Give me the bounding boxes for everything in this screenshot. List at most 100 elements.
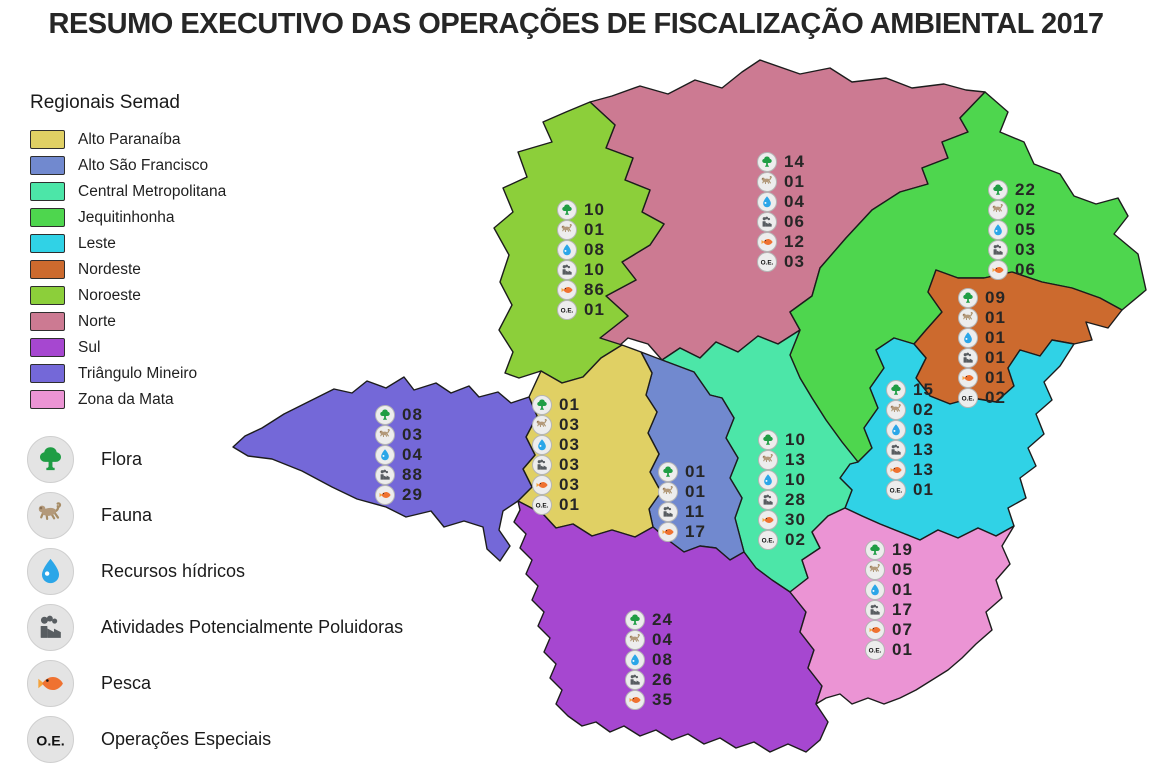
category-icon <box>889 463 903 477</box>
stat-row: 06 <box>757 211 805 232</box>
category-icon <box>868 623 882 637</box>
stat-row: 03 <box>375 424 423 445</box>
legend-item: Central Metropolitana <box>30 182 226 201</box>
stat-row: 01 <box>557 219 605 240</box>
category-icon <box>560 243 574 257</box>
page-title: RESUMO EXECUTIVO DAS OPERAÇÕES DE FISCAL… <box>48 8 1105 40</box>
stat-circle <box>758 469 778 490</box>
stat-value: 02 <box>785 529 806 549</box>
stat-row: 13 <box>886 459 934 480</box>
stat-value: 01 <box>685 481 706 501</box>
stat-row: 09 <box>958 287 1006 308</box>
stat-circle <box>625 629 645 650</box>
category-icon <box>35 668 66 699</box>
category-icon <box>661 505 675 519</box>
legend-item: Alto Paranaíba <box>30 130 226 149</box>
stat-circle <box>625 609 645 630</box>
region-color-swatch <box>30 156 65 175</box>
category-icon <box>535 398 549 412</box>
stat-row: 22 <box>988 179 1036 200</box>
stat-row: 02 <box>758 529 806 550</box>
legend-circle <box>27 716 74 763</box>
category-icon <box>560 263 574 277</box>
stat-value: 01 <box>985 367 1006 387</box>
region-stats-list: 01 03 03 <box>532 394 580 515</box>
stat-circle <box>557 219 577 240</box>
stat-circle <box>557 259 577 280</box>
stat-row: 08 <box>375 404 423 425</box>
stat-circle <box>532 494 552 515</box>
stat-row: 06 <box>988 259 1036 280</box>
category-icon <box>35 724 66 755</box>
stat-row: 01 <box>532 394 580 415</box>
stat-value: 88 <box>402 464 423 484</box>
stat-circle <box>988 259 1008 280</box>
category-icon <box>961 351 975 365</box>
stat-circle <box>658 501 678 522</box>
category-icon <box>761 433 775 447</box>
stat-value: 01 <box>784 171 805 191</box>
stat-circle <box>758 509 778 530</box>
stat-row: 01 <box>865 579 913 600</box>
stat-circle <box>865 619 885 640</box>
category-icon <box>535 438 549 452</box>
stat-row: 12 <box>757 231 805 252</box>
category-icon <box>760 215 774 229</box>
stat-circle <box>865 639 885 660</box>
icon-legend-item: Flora <box>27 436 403 483</box>
category-icon <box>35 444 66 475</box>
legend-item: Alto São Francisco <box>30 156 226 175</box>
region-color-swatch <box>30 338 65 357</box>
legend-item: Triângulo Mineiro <box>30 364 226 383</box>
region-stats-list: 19 05 01 <box>865 539 913 660</box>
stat-circle <box>375 424 395 445</box>
stat-circle <box>757 251 777 272</box>
category-icon <box>560 223 574 237</box>
stat-row: 05 <box>865 559 913 580</box>
stat-row: 11 <box>658 501 706 522</box>
legend-item: Noroeste <box>30 286 226 305</box>
stat-row: 03 <box>886 419 934 440</box>
category-icon <box>560 203 574 217</box>
stat-value: 06 <box>1015 259 1036 279</box>
stat-row: 03 <box>532 414 580 435</box>
stat-circle <box>958 307 978 328</box>
stat-value: 35 <box>652 689 673 709</box>
category-icon <box>961 311 975 325</box>
stat-value: 10 <box>584 259 605 279</box>
stat-circle <box>758 529 778 550</box>
stat-value: 24 <box>652 609 673 629</box>
stat-value: 17 <box>685 521 706 541</box>
category-icon <box>761 513 775 527</box>
stat-row: 13 <box>758 449 806 470</box>
stat-circle <box>532 394 552 415</box>
stat-value: 03 <box>559 454 580 474</box>
category-icon <box>535 458 549 472</box>
stat-value: 13 <box>913 459 934 479</box>
stat-circle <box>886 419 906 440</box>
stat-value: 01 <box>985 307 1006 327</box>
legend-item: Nordeste <box>30 260 226 279</box>
stat-value: 01 <box>892 579 913 599</box>
stat-circle <box>557 239 577 260</box>
stat-circle <box>658 521 678 542</box>
category-icon <box>378 408 392 422</box>
stat-circle <box>557 279 577 300</box>
stat-row: 05 <box>988 219 1036 240</box>
stat-circle <box>886 479 906 500</box>
stat-row: 29 <box>375 484 423 505</box>
category-icon <box>628 633 642 647</box>
stat-circle <box>375 404 395 425</box>
legend-item: Norte <box>30 312 226 331</box>
stat-circle <box>988 239 1008 260</box>
stat-row: 03 <box>757 251 805 272</box>
stat-circle <box>988 199 1008 220</box>
stat-row: 04 <box>757 191 805 212</box>
stat-circle <box>658 461 678 482</box>
stat-row: 10 <box>758 469 806 490</box>
category-icon <box>889 443 903 457</box>
stat-row: 24 <box>625 609 673 630</box>
category-icon <box>889 383 903 397</box>
stat-value: 22 <box>1015 179 1036 199</box>
regions-legend-list: Alto Paranaíba Alto São Francisco Centra… <box>30 130 226 409</box>
